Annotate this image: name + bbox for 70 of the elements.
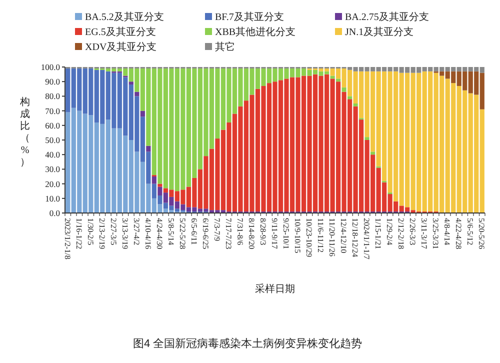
x-tick-label: 9/25-10/1: [282, 218, 291, 250]
x-tick-label: 4/8-4/14: [442, 218, 452, 246]
caption: 图4 全国新冠病毒感染本土病例变异株变化趋势: [133, 337, 362, 350]
y-tick-label: 0.0: [49, 208, 60, 218]
x-tick-label: 5/8-5/14: [166, 218, 176, 246]
x-tick-label: 3/13-3/19: [120, 218, 130, 250]
legend-label: EG.5及其亚分支: [85, 26, 156, 38]
bar: [370, 152, 376, 155]
x-tick-label: 5/22-5/28: [178, 218, 187, 250]
y-tick-label: 80.0: [45, 91, 60, 102]
x-tick-label: 9/11-9/17: [270, 218, 279, 249]
x-tick-label: 3/11-3/17: [420, 218, 429, 249]
legend-label: 其它: [215, 41, 235, 53]
x-tick-label: 2/26-3/3: [408, 218, 418, 246]
y-tick-label: 60.0: [45, 120, 60, 130]
x-tick-label: 1/15-1/21: [374, 218, 383, 250]
bar: [336, 78, 341, 82]
x-axis-title: 采样日期: [255, 283, 295, 295]
x-tick-label: 5/6-5/12: [466, 218, 475, 246]
x-tick-label: 8/28-9/3: [258, 218, 268, 246]
x-tick-label: 10/23-10/29: [304, 218, 314, 258]
y-tick-label: 100.0: [40, 62, 60, 72]
y-tick-label: 70.0: [45, 106, 60, 116]
legend-label: JN.1及其亚分支: [345, 26, 414, 38]
x-tick-label: 2/27-3/5: [108, 218, 118, 246]
bar: [364, 137, 370, 140]
x-tick-label: 2/13-2/19: [97, 218, 106, 250]
bar: [330, 76, 335, 79]
legend-label: BA.2.75及其亚分支: [345, 11, 429, 23]
legend-label: BF.7及其亚分支: [215, 11, 284, 23]
x-tick-label: 1/30-2/5: [86, 218, 95, 246]
x-tick-label: 1/16-1/22: [74, 218, 84, 250]
bar: [146, 146, 151, 152]
x-tick-label: 4/24-4/30: [154, 218, 164, 250]
x-tick-label: 7/3-7/9: [212, 218, 222, 242]
x-tick-label: 1/29-2/4: [385, 218, 394, 246]
legend-label: XDV及其亚分支: [85, 41, 157, 53]
x-tick-label: 11/6-11/12: [316, 218, 326, 253]
x-tick-label: 11/20-11/26: [328, 218, 337, 257]
y-axis-title: 构成比（%）: [19, 96, 30, 168]
x-tick-label: 4/22-4/28: [454, 218, 464, 250]
y-tick-label: 20.0: [45, 178, 60, 189]
x-tick-label: 10/9-10/15: [293, 218, 302, 254]
bar: [140, 110, 145, 117]
x-tick-label: 2024/1/1-1/7: [362, 218, 372, 260]
y-tick-label: 10.0: [45, 193, 60, 204]
x-tick-label: 2/12-2/18: [396, 218, 406, 250]
bar: [128, 82, 134, 85]
y-tick-label: 30.0: [45, 164, 60, 174]
x-tick-label: 4/10-4/16: [143, 218, 152, 250]
x-tick-label: 12/18-12/24: [350, 218, 360, 258]
y-tick-label: 40.0: [45, 150, 60, 160]
bar: [353, 104, 358, 106]
y-tick-label: 90.0: [45, 76, 60, 87]
x-tick-label: 2023/1/2-1/8: [62, 218, 72, 260]
bar: [347, 96, 352, 100]
x-tick-label: 6/19-6/25: [200, 218, 210, 250]
bar: [152, 176, 156, 184]
y-tick-label: 50.0: [45, 135, 60, 145]
x-tick-label: 5/20-5/26: [477, 218, 486, 250]
bar: [342, 87, 346, 92]
x-tick-label: 7/31-8/6: [235, 218, 244, 246]
x-tick-label: 8/14-8/20: [246, 218, 256, 250]
x-tick-label: 7/17-7/23: [224, 218, 233, 250]
x-tick-label: 12/4-12/10: [339, 218, 348, 254]
x-tick-label: 3/27-4/2: [132, 218, 141, 246]
x-tick-label: 6/5-6/11: [189, 218, 198, 245]
x-tick-label: 3/25-3/31: [431, 218, 440, 250]
legend-label: XBB其他进化分支: [215, 26, 296, 38]
legend-label: BA.5.2及其亚分支: [85, 11, 164, 23]
